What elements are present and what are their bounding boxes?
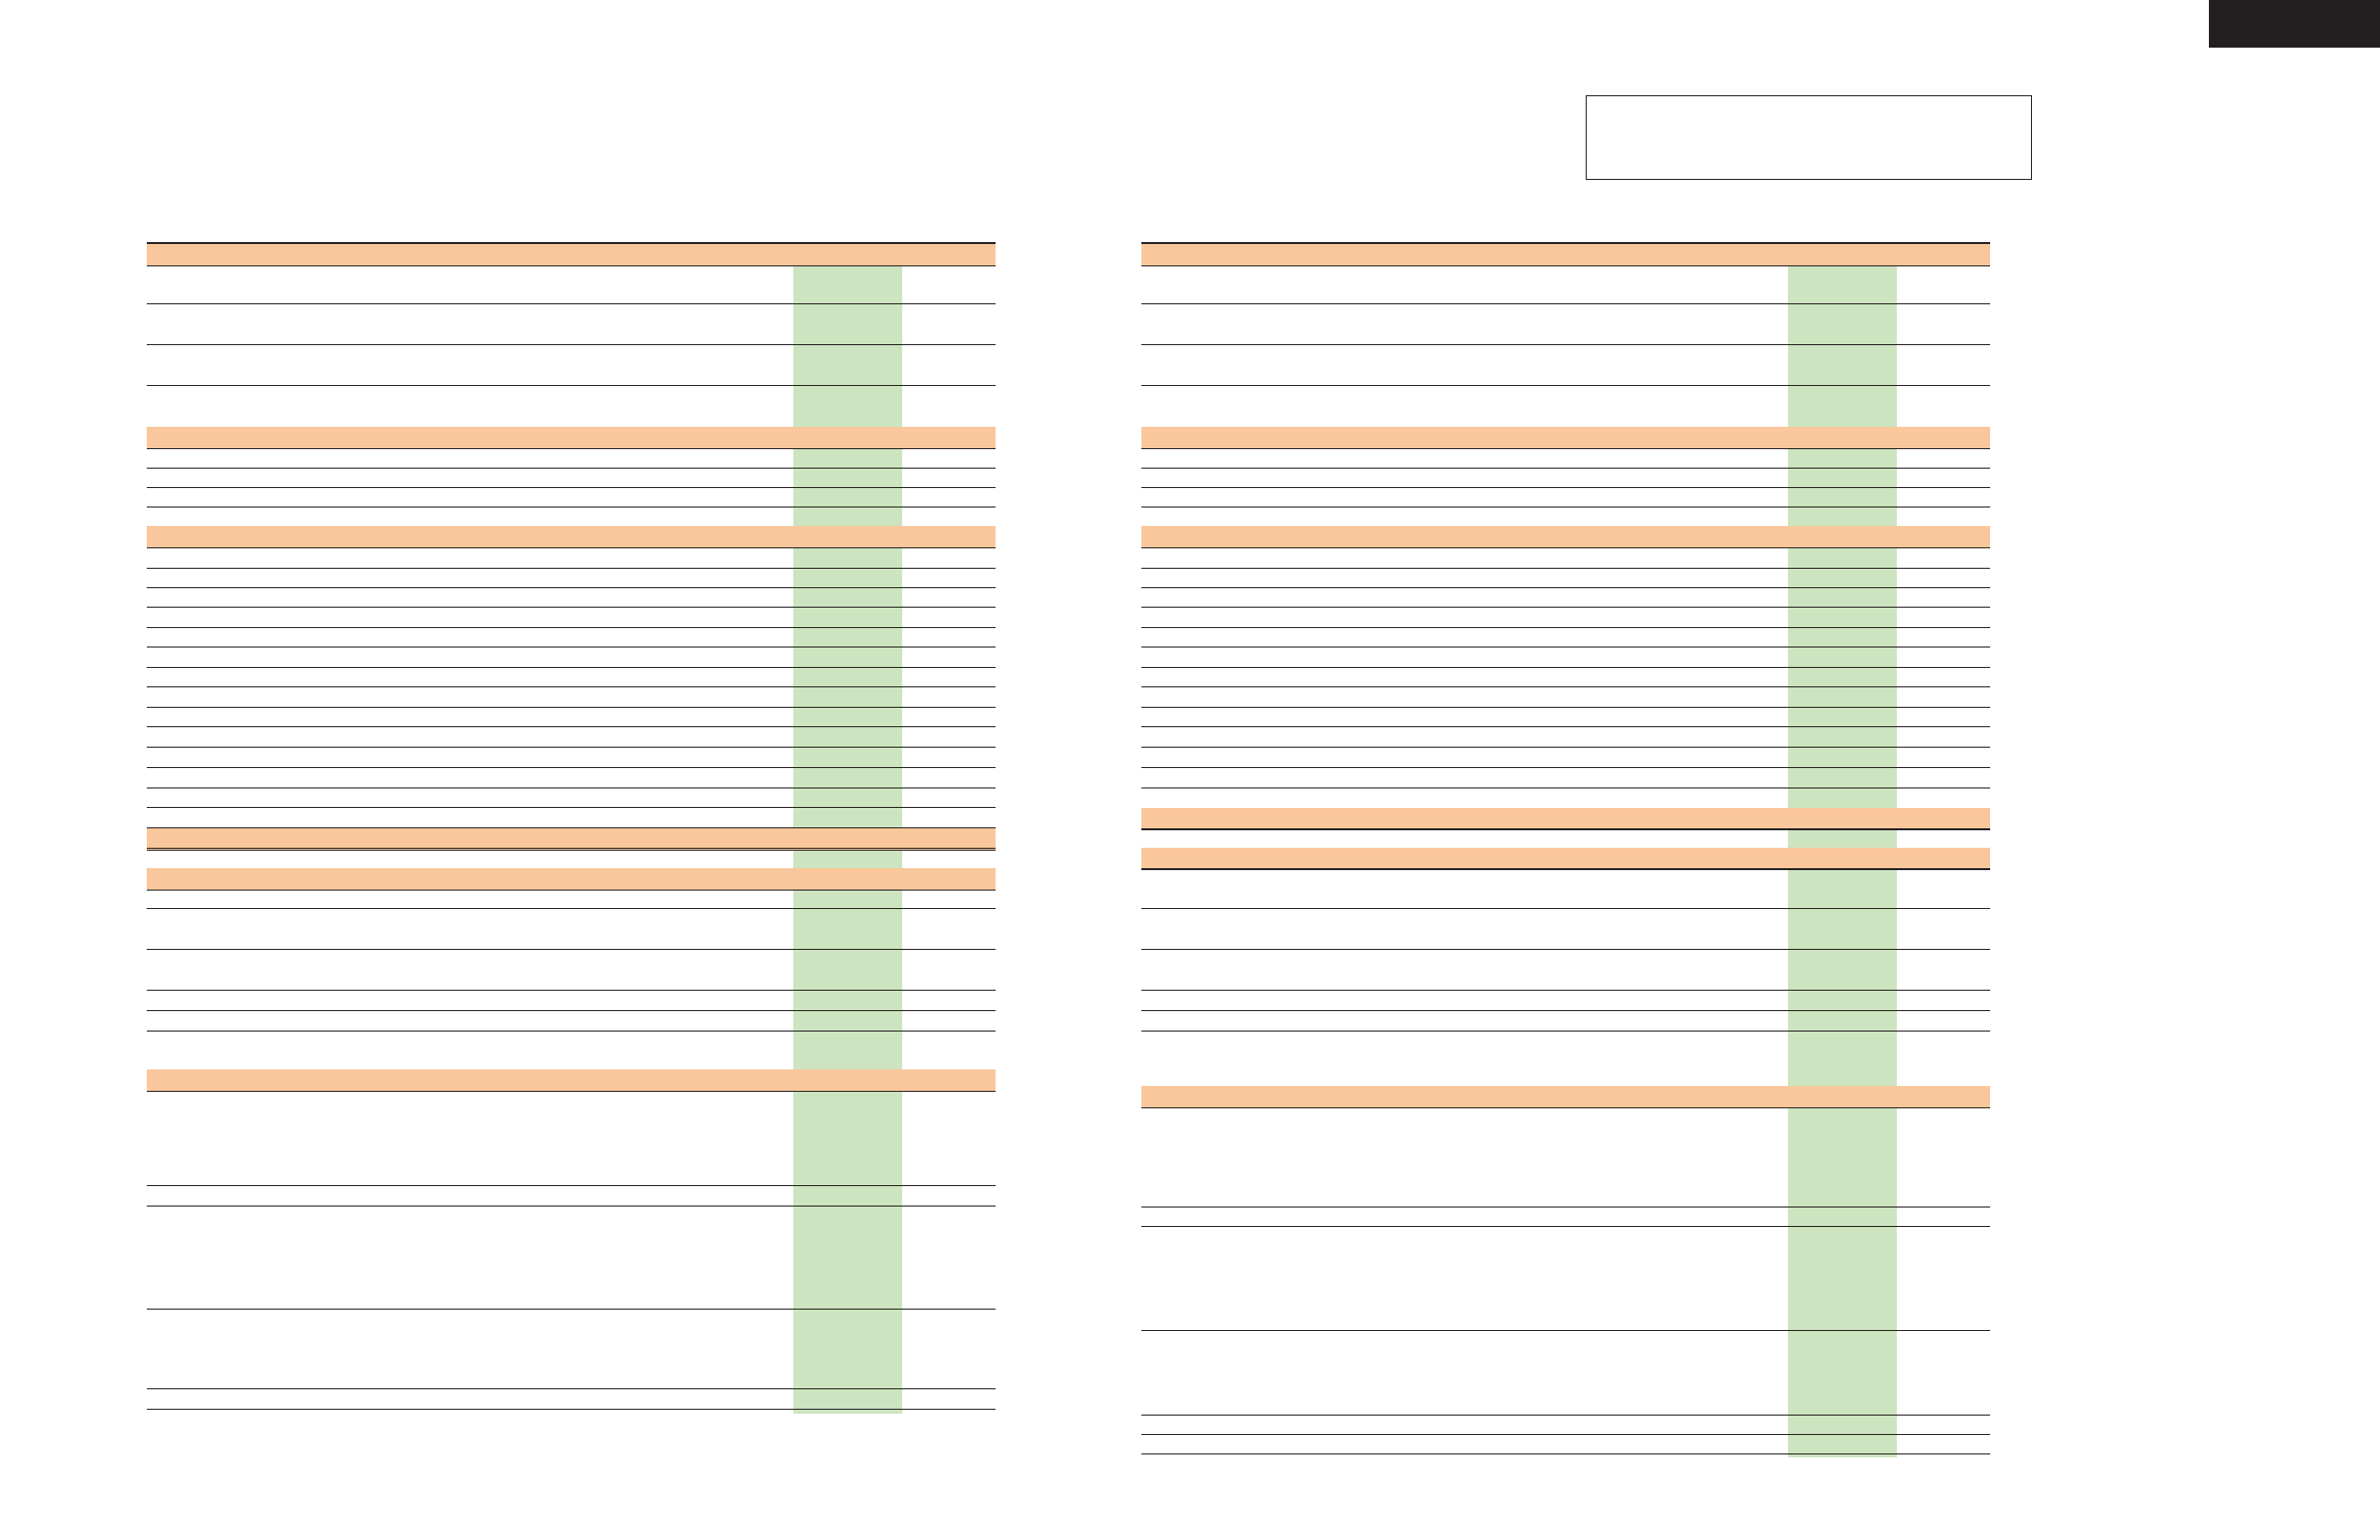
- table-row-divider: [147, 487, 996, 488]
- table-row-divider: [147, 344, 996, 345]
- section-header-band: [1141, 848, 1990, 870]
- table-row-divider: [1141, 1330, 1990, 1331]
- table-row-divider: [147, 647, 996, 648]
- table-row-divider: [147, 1388, 996, 1389]
- right-table: [1141, 242, 1990, 1457]
- table-row-divider: [1141, 767, 1990, 768]
- table-row-divider: [1141, 568, 1990, 569]
- table-row-divider: [1141, 1415, 1990, 1416]
- table-row-divider: [147, 627, 996, 628]
- table-row-divider: [1141, 507, 1990, 508]
- table-row-divider: [1141, 1031, 1990, 1032]
- section-header-band: [1141, 808, 1990, 830]
- table-row-divider: [1141, 468, 1990, 469]
- table-row-divider: [147, 1010, 996, 1011]
- left-table: [147, 242, 996, 1414]
- table-row-divider: [1141, 647, 1990, 648]
- table-row-divider: [1141, 607, 1990, 608]
- table-row-divider: [1141, 707, 1990, 708]
- table-row-divider: [1141, 686, 1990, 687]
- table-row-divider: [147, 1185, 996, 1186]
- table-row-divider: [1141, 949, 1990, 950]
- table-row-divider: [147, 507, 996, 508]
- table-row-divider: [147, 908, 996, 909]
- table-row-divider: [1141, 1453, 1990, 1454]
- table-row-divider: [147, 303, 996, 304]
- table-row-divider: [1141, 726, 1990, 727]
- section-header-band: [147, 868, 996, 891]
- table-row-divider: [1141, 868, 1990, 869]
- table-row-divider: [1141, 747, 1990, 748]
- table-row-divider: [147, 848, 996, 849]
- table-row-divider: [147, 827, 996, 828]
- table-row-divider: [147, 747, 996, 748]
- table-row-divider: [1141, 828, 1990, 829]
- table-row-divider: [147, 949, 996, 950]
- table-row-divider: [1141, 344, 1990, 345]
- table-row-divider: [1141, 303, 1990, 304]
- table-row-divider: [1141, 385, 1990, 386]
- corner-page-tab: [2209, 0, 2380, 48]
- table-row-divider: [147, 767, 996, 768]
- table-row-divider: [1141, 1010, 1990, 1011]
- table-row-divider: [147, 1409, 996, 1410]
- table-row-divider: [1141, 1207, 1990, 1208]
- table-row-divider: [1141, 1434, 1990, 1435]
- table-row-divider: [147, 468, 996, 469]
- table-row-divider: [147, 1031, 996, 1032]
- table-row-divider: [147, 990, 996, 991]
- table-row-divider: [1141, 627, 1990, 628]
- table-row-divider: [147, 607, 996, 608]
- section-header-band: [1141, 1086, 1990, 1108]
- table-row-divider: [1141, 487, 1990, 488]
- table-row-divider: [147, 587, 996, 588]
- section-header-band: [147, 427, 996, 449]
- table-row-divider: [147, 385, 996, 386]
- section-header-band: [1141, 427, 1990, 449]
- table-row-divider: [147, 726, 996, 727]
- table-row-divider: [147, 667, 996, 668]
- notice-box: [1586, 95, 2032, 180]
- section-header-band: [1141, 242, 1990, 266]
- table-row-divider: [147, 1206, 996, 1207]
- table-row-divider: [147, 707, 996, 708]
- table-row-divider: [1141, 667, 1990, 668]
- table-row-divider: [147, 807, 996, 808]
- table-row-divider: [1141, 1226, 1990, 1227]
- table-row-divider: [147, 1309, 996, 1310]
- section-header-band: [147, 526, 996, 548]
- table-row-divider: [1141, 587, 1990, 588]
- section-header-band: [147, 1069, 996, 1092]
- table-row-divider: [147, 568, 996, 569]
- section-header-band: [147, 242, 996, 266]
- table-row-divider: [1141, 908, 1990, 909]
- section-header-band: [147, 828, 996, 851]
- table-row-divider: [147, 686, 996, 687]
- section-header-band: [1141, 526, 1990, 548]
- table-row-divider: [1141, 990, 1990, 991]
